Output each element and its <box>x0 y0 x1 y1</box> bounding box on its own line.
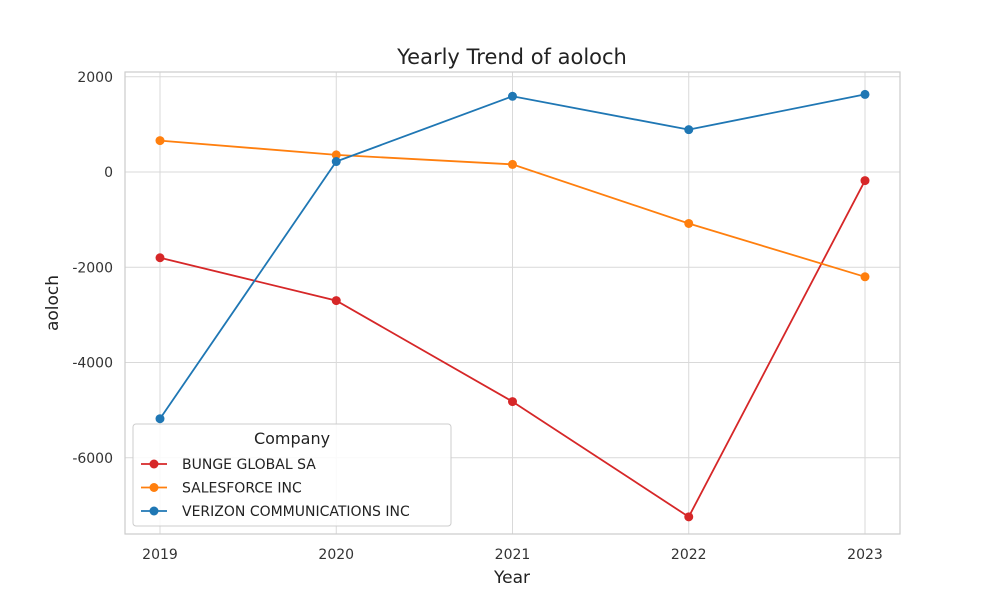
data-point <box>155 414 165 424</box>
x-tick-label: 2022 <box>671 547 707 563</box>
data-point <box>508 397 517 407</box>
legend-item: SALESFORCE INC <box>141 481 302 497</box>
data-point <box>684 512 694 522</box>
data-point <box>684 218 694 228</box>
y-tick-label: -4000 <box>72 356 113 372</box>
legend-item: VERIZON COMMUNICATIONS INC <box>141 504 410 520</box>
data-point <box>860 176 870 186</box>
x-axis-ticks: 2019 2020 2021 2022 2023 <box>142 547 883 563</box>
data-point <box>331 150 341 160</box>
series-0 <box>155 176 870 522</box>
x-tick-label: 2019 <box>142 547 178 563</box>
series-1 <box>155 136 870 282</box>
x-axis-label: Year <box>493 568 530 588</box>
legend-label: VERIZON COMMUNICATIONS INC <box>182 504 410 520</box>
x-tick-label: 2021 <box>495 547 531 563</box>
legend-label: BUNGE GLOBAL SA <box>182 457 316 473</box>
legend-marker <box>149 483 159 492</box>
y-tick-label: -6000 <box>72 451 113 467</box>
legend-marker <box>149 506 159 516</box>
x-tick-label: 2020 <box>318 547 354 563</box>
data-point <box>860 89 870 99</box>
series-2 <box>155 89 870 424</box>
data-point <box>684 125 694 135</box>
legend-marker <box>149 459 159 469</box>
data-point <box>331 157 341 167</box>
series-layer <box>155 89 870 522</box>
data-point <box>508 91 517 101</box>
data-point <box>155 253 165 263</box>
data-point <box>331 296 341 306</box>
legend-label: SALESFORCE INC <box>182 481 302 497</box>
y-tick-label: 2000 <box>77 70 113 86</box>
legend-title: Company <box>254 429 330 448</box>
plot-frame <box>124 71 901 535</box>
legend-items: BUNGE GLOBAL SA SALESFORCE INC VERIZON COM… <box>141 457 410 520</box>
y-axis-label: aoloch <box>43 275 63 331</box>
y-axis-ticks: 2000 0 -2000 -4000 -6000 <box>72 70 113 467</box>
x-tick-label: 2023 <box>847 547 883 563</box>
data-point <box>860 272 870 282</box>
y-tick-label: -2000 <box>72 260 113 276</box>
chart-title: Yearly Trend of aoloch <box>396 45 627 69</box>
data-point <box>155 136 165 146</box>
y-tick-label: 0 <box>104 165 113 181</box>
legend-box <box>132 423 452 527</box>
legend-item: BUNGE GLOBAL SA <box>141 457 316 473</box>
legend: Company BUNGE GLOBAL SA SALESFORCE INC VER… <box>132 423 452 527</box>
data-point <box>508 159 517 169</box>
